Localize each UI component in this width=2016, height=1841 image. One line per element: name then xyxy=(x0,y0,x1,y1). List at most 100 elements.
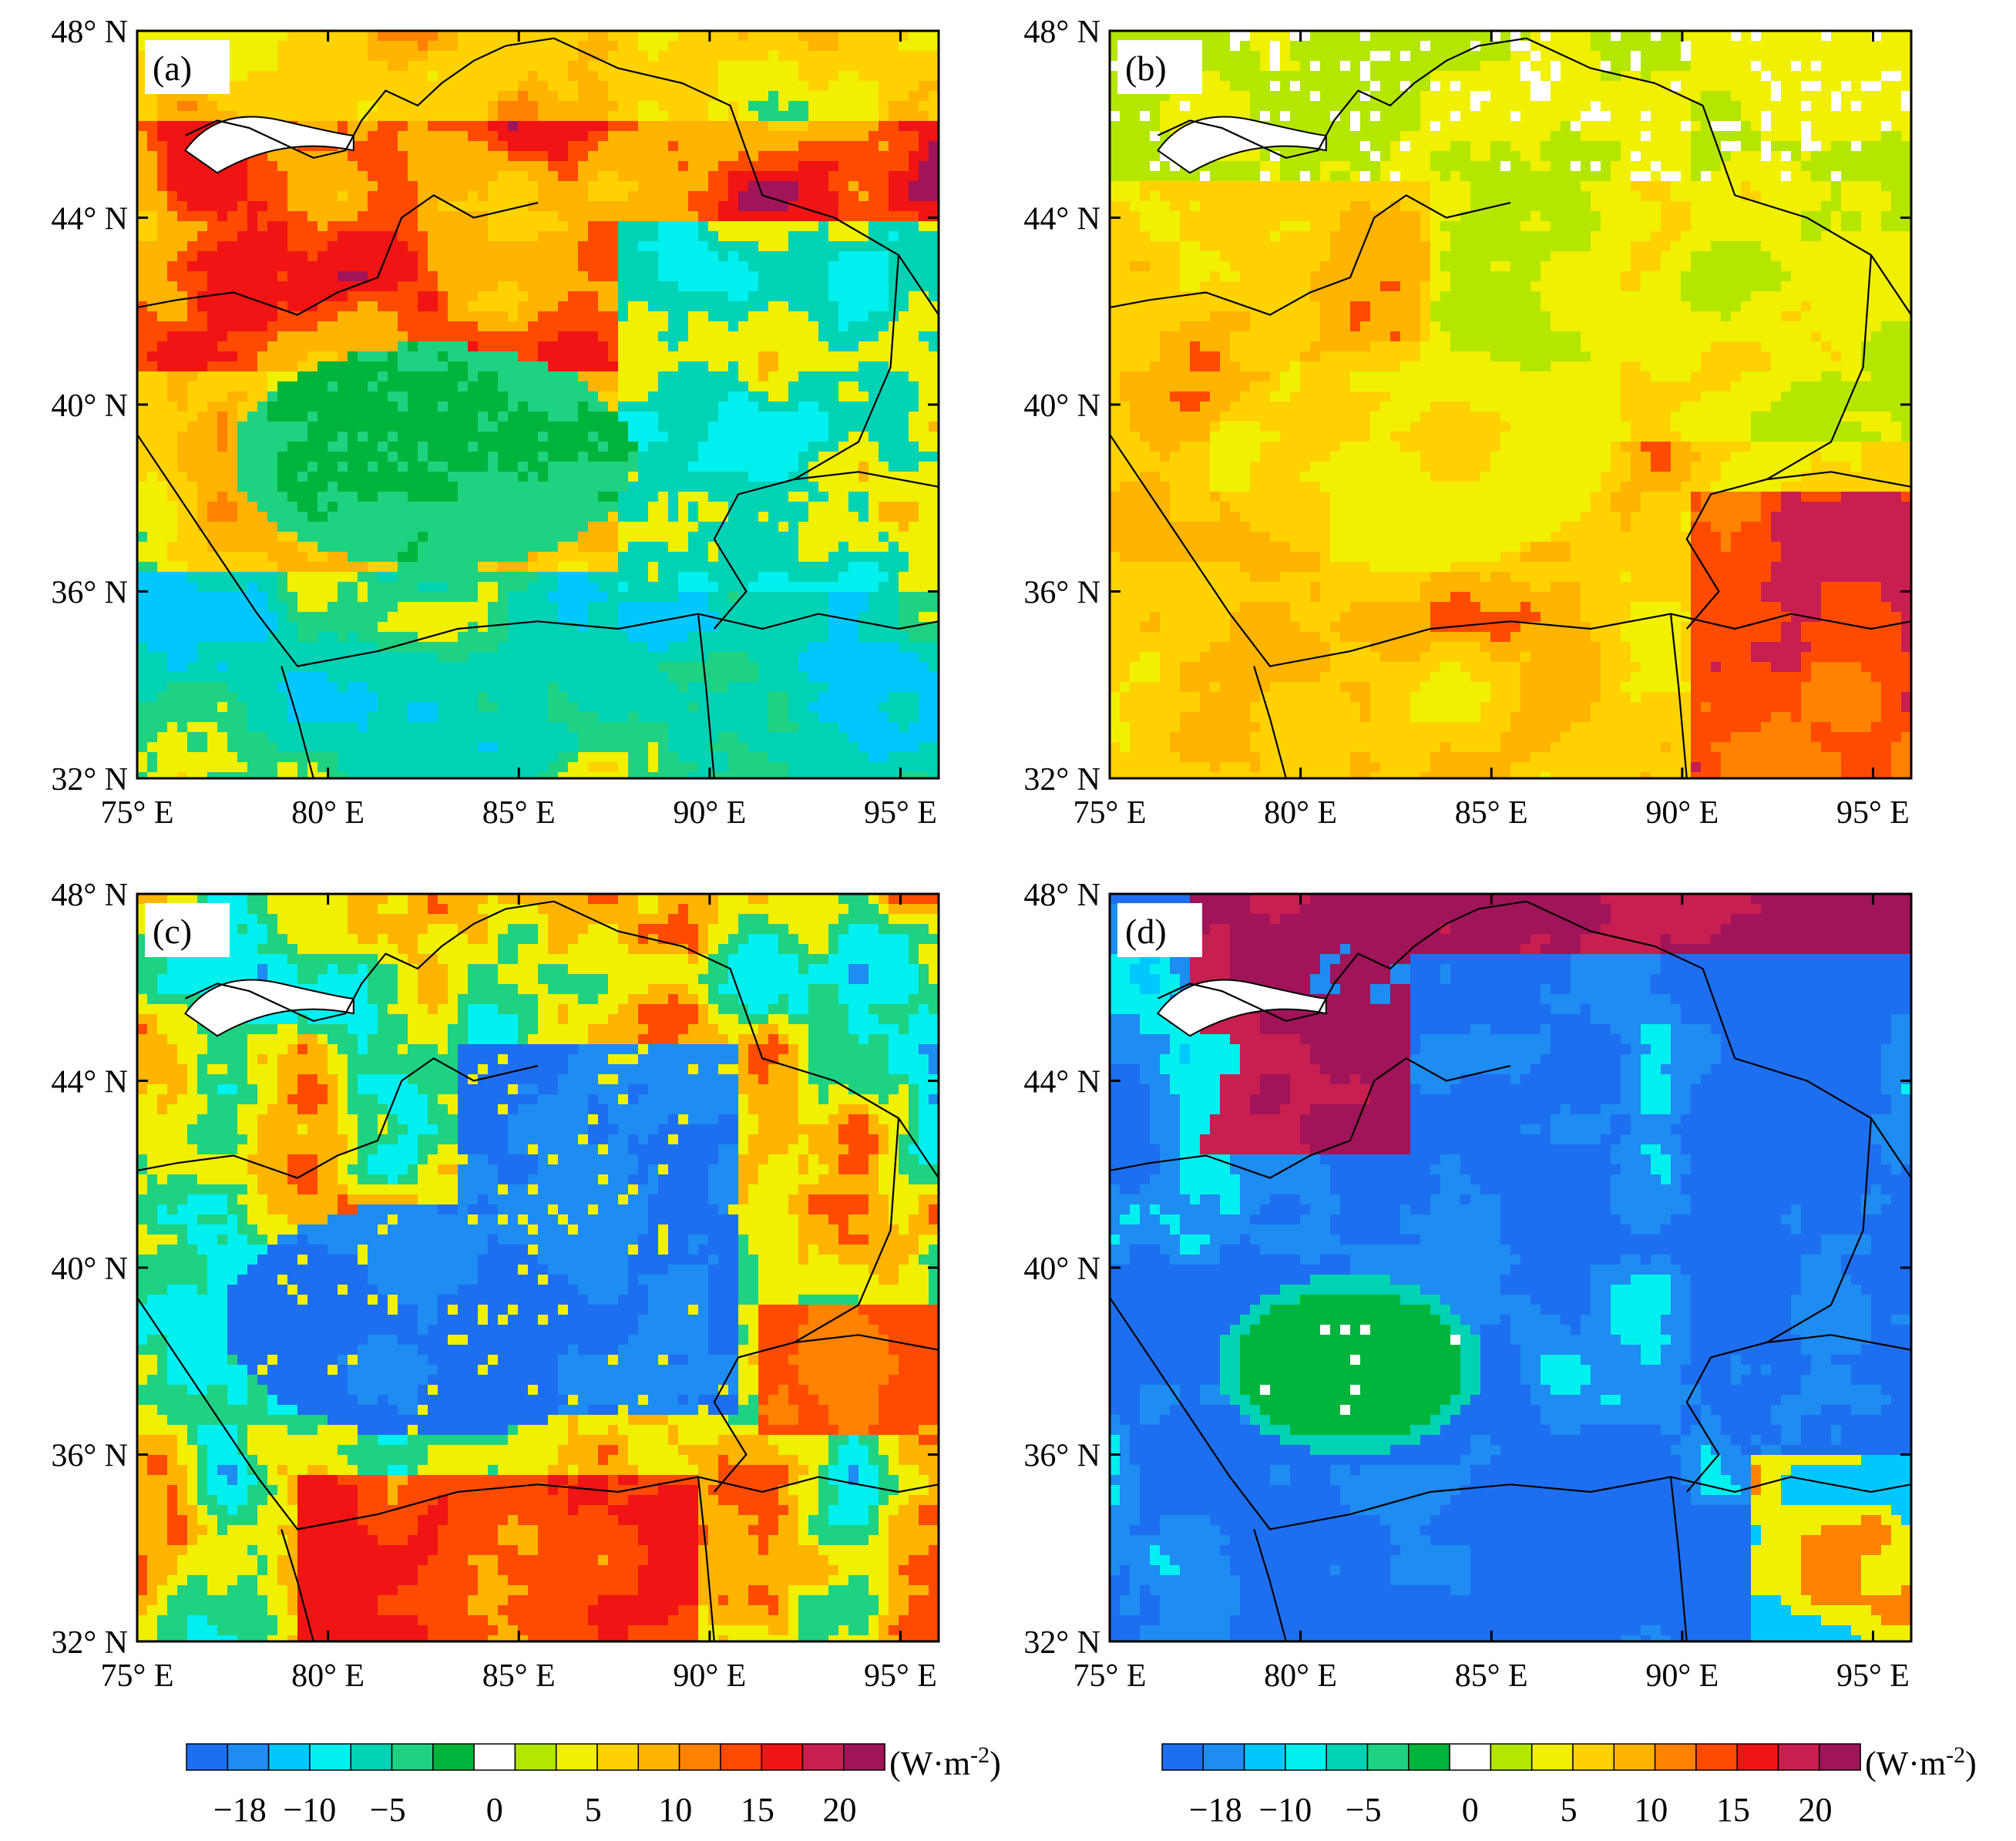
colorbar-unit: (W·m-2) xyxy=(889,1742,1001,1782)
lat-tick-label: 32° N xyxy=(51,1625,128,1661)
lon-tick-label: 75° E xyxy=(101,1658,174,1694)
lat-tick-label: 36° N xyxy=(51,1439,128,1474)
colorbar-swatch xyxy=(1736,1743,1779,1771)
lat-tick-label: 44° N xyxy=(1023,1065,1100,1100)
colorbar-tick-label: −5 xyxy=(1346,1791,1382,1829)
lon-tick-label: 85° E xyxy=(482,795,556,831)
panel-label: (b) xyxy=(1125,49,1167,88)
colorbar-swatch xyxy=(1777,1743,1820,1771)
lon-tick-label: 75° E xyxy=(1074,795,1147,831)
colorbar-swatch xyxy=(1530,1743,1574,1771)
lake-outline xyxy=(183,979,354,1037)
colorbar-swatch xyxy=(801,1743,845,1771)
colorbar-tick-label: 0 xyxy=(486,1791,503,1829)
lon-tick-label: 85° E xyxy=(1455,1658,1528,1694)
lon-tick-label: 80° E xyxy=(1264,1658,1337,1694)
lat-tick-label: 32° N xyxy=(1023,1625,1100,1661)
colorbar-swatch xyxy=(1243,1743,1286,1771)
country-borders xyxy=(1109,900,1912,1642)
colorbar-tick-label: −10 xyxy=(283,1791,336,1829)
colorbar-tick-label: 15 xyxy=(741,1791,774,1829)
colorbar-swatch xyxy=(473,1743,516,1771)
colorbar-tick-label: −10 xyxy=(1258,1791,1312,1829)
panel-label-bg xyxy=(145,903,230,957)
lat-tick-label: 32° N xyxy=(51,762,128,798)
colorbar-swatch xyxy=(391,1743,434,1771)
colorbar-tick-label: 10 xyxy=(658,1791,692,1829)
lat-tick-label: 36° N xyxy=(1023,1439,1100,1474)
lake-outline xyxy=(1156,116,1327,174)
colorbar-swatch xyxy=(1161,1743,1205,1771)
colorbar-swatch xyxy=(761,1743,804,1771)
colorbar-swatch xyxy=(1202,1743,1245,1771)
colorbar-swatch xyxy=(720,1743,762,1771)
colorbar-swatch xyxy=(267,1743,311,1771)
lat-tick-label: 44° N xyxy=(51,1065,128,1100)
lon-tick-label: 95° E xyxy=(864,795,937,831)
colorbar-tick-label: 20 xyxy=(1798,1791,1832,1829)
lon-tick-label: 95° E xyxy=(1836,1658,1910,1694)
map-panel-a: 48° N 44° N 40° N 36° N 32° N75° E 80° E 85° E… xyxy=(51,15,940,831)
lake-outline xyxy=(183,116,354,174)
panel-label-bg xyxy=(145,40,230,94)
country-borders xyxy=(136,900,939,1642)
lon-tick-label: 85° E xyxy=(482,1658,556,1694)
map-panel-b: 48° N 44° N 40° N 36° N 32° N75° E 80° E 85° E… xyxy=(1023,15,1913,831)
colorbar-swatch xyxy=(843,1743,885,1771)
lat-tick-label: 48° N xyxy=(51,15,128,50)
colorbar-swatch xyxy=(1285,1743,1327,1771)
lon-tick-label: 80° E xyxy=(1264,795,1337,831)
colorbar-tick-label: −18 xyxy=(1189,1791,1242,1829)
colorbar-swatch xyxy=(1326,1743,1369,1771)
colorbar-tick-label: 10 xyxy=(1634,1791,1668,1829)
colorbar-tick-label: 5 xyxy=(1561,1791,1578,1829)
colorbar-tick-label: −5 xyxy=(370,1791,406,1829)
panel-label: (c) xyxy=(153,912,192,951)
colorbar-swatch xyxy=(1695,1743,1738,1771)
map-panel-c: 48° N 44° N 40° N 36° N 32° N75° E 80° E 85° E… xyxy=(51,878,940,1694)
colorbar-swatch xyxy=(514,1743,557,1771)
lat-tick-label: 44° N xyxy=(1023,202,1100,237)
lat-tick-label: 44° N xyxy=(51,202,128,237)
colorbar-tick-label: 5 xyxy=(585,1791,602,1829)
lat-tick-label: 32° N xyxy=(1023,762,1100,798)
colorbar-swatch xyxy=(309,1743,351,1771)
colorbar-swatch xyxy=(186,1743,229,1771)
colorbar-swatch xyxy=(432,1743,475,1771)
lon-tick-label: 95° E xyxy=(1836,795,1910,831)
country-borders xyxy=(1109,37,1912,779)
lon-tick-label: 95° E xyxy=(864,1658,937,1694)
colorbar-swatch xyxy=(350,1743,393,1771)
lat-tick-label: 40° N xyxy=(51,388,128,424)
lon-tick-label: 75° E xyxy=(101,795,174,831)
lon-tick-label: 90° E xyxy=(673,795,746,831)
colorbar-1: −18 −10 −5 0 5 10 15 20 (W·m-2) xyxy=(186,1742,1001,1829)
lon-tick-label: 90° E xyxy=(1645,795,1719,831)
lon-tick-label: 80° E xyxy=(291,795,365,831)
colorbar-unit: (W·m-2) xyxy=(1865,1742,1977,1782)
colorbar-swatch xyxy=(1572,1743,1615,1771)
colorbar-swatch xyxy=(1408,1743,1450,1771)
country-borders xyxy=(136,37,939,779)
lat-tick-label: 48° N xyxy=(51,878,128,913)
panel-label-bg xyxy=(1117,903,1202,957)
colorbar-swatch xyxy=(1613,1743,1656,1771)
panel-label: (d) xyxy=(1125,912,1167,951)
colorbar-swatch xyxy=(1366,1743,1410,1771)
lat-tick-label: 40° N xyxy=(1023,1251,1100,1287)
flux-field xyxy=(1110,894,1911,1641)
map-panel-d: 48° N 44° N 40° N 36° N 32° N75° E 80° E 85° E… xyxy=(1023,878,1913,1694)
lat-tick-label: 40° N xyxy=(1023,388,1100,424)
colorbar-tick-label: 0 xyxy=(1462,1791,1479,1829)
colorbar-2: −18 −10 −5 0 5 10 15 20 (W·m-2) xyxy=(1161,1742,1977,1829)
colorbar-swatch xyxy=(555,1743,598,1771)
flux-field xyxy=(1110,31,1911,778)
panel-label: (a) xyxy=(153,49,192,88)
colorbar-swatch xyxy=(1449,1743,1492,1771)
lat-tick-label: 36° N xyxy=(51,576,128,611)
colorbar-swatch xyxy=(637,1743,680,1771)
colorbar-swatch xyxy=(227,1743,270,1771)
colorbar-swatch xyxy=(596,1743,640,1771)
colorbar-tick-label: 20 xyxy=(822,1791,856,1829)
colorbar-tick-label: 15 xyxy=(1716,1791,1750,1829)
